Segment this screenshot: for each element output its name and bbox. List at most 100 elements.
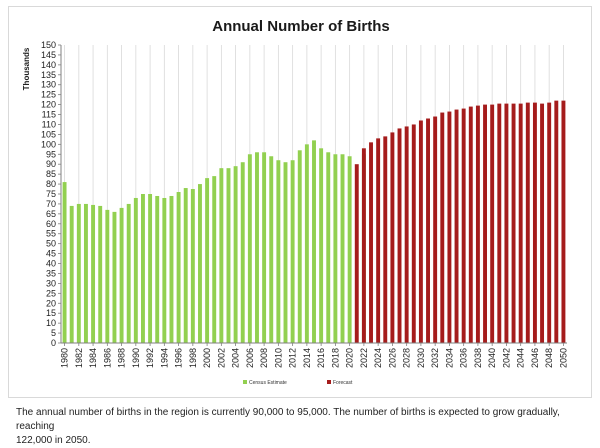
x-tick-label-2004: 2004 — [231, 348, 241, 368]
y-tick-label-120: 120 — [41, 100, 56, 110]
bar-census-estimate-2018 — [333, 154, 338, 343]
bar-census-estimate-1992 — [148, 194, 153, 343]
bar-census-estimate-1988 — [119, 207, 124, 343]
x-tick-label-2034: 2034 — [444, 348, 454, 368]
y-tick-label-0: 0 — [51, 338, 56, 348]
y-tick-label-60: 60 — [46, 219, 56, 229]
legend-label-census-estimate: Census Estimate — [249, 380, 287, 386]
bar-census-estimate-1983 — [83, 203, 88, 343]
bar-forecast-2030 — [418, 120, 423, 343]
bar-census-estimate-2007 — [255, 152, 259, 343]
y-tick-label-125: 125 — [41, 90, 56, 100]
y-tick-label-150: 150 — [41, 40, 56, 50]
bar-forecast-2026 — [390, 132, 395, 343]
bar-forecast-2043 — [511, 103, 516, 344]
y-tick-label-10: 10 — [46, 318, 56, 328]
bar-forecast-2037 — [468, 106, 473, 343]
bar-census-estimate-2002 — [219, 168, 224, 343]
x-tick-label-2002: 2002 — [216, 348, 226, 368]
bar-forecast-2042 — [504, 103, 509, 344]
x-tick-label-1998: 1998 — [188, 348, 198, 368]
bar-census-estimate-1994 — [162, 197, 167, 343]
legend-label-forecast: Forecast — [333, 380, 353, 386]
x-tick-label-2012: 2012 — [288, 348, 298, 368]
x-tick-label-2024: 2024 — [373, 348, 383, 368]
x-tick-label-1986: 1986 — [102, 348, 112, 368]
bar-census-estimate-1986 — [105, 209, 110, 343]
bar-census-estimate-1995 — [169, 195, 174, 343]
y-tick-label-70: 70 — [46, 199, 56, 209]
x-tick-label-2022: 2022 — [359, 348, 369, 368]
bar-forecast-2046 — [532, 102, 537, 343]
x-tick-label-1996: 1996 — [174, 348, 184, 368]
chart-caption: The annual number of births in the regio… — [16, 406, 586, 448]
y-tick-label-95: 95 — [46, 149, 56, 159]
y-tick-label-110: 110 — [42, 119, 56, 129]
y-axis-label: Thousands — [22, 47, 31, 90]
x-tick-label-1980: 1980 — [60, 348, 70, 368]
bar-forecast-2039 — [483, 104, 488, 343]
y-tick-label-50: 50 — [46, 239, 56, 249]
bar-census-estimate-1985 — [98, 205, 103, 343]
x-tick-label-2038: 2038 — [473, 348, 483, 368]
bar-census-estimate-2014 — [304, 144, 309, 343]
y-tick-label-45: 45 — [46, 249, 56, 259]
x-tick-label-2050: 2050 — [558, 348, 568, 368]
y-tick-label-135: 135 — [41, 70, 56, 80]
x-tick-label-2046: 2046 — [530, 348, 540, 368]
bar-census-estimate-1991 — [140, 194, 145, 343]
legend-swatch-forecast — [327, 380, 331, 384]
bar-census-estimate-2015 — [312, 140, 316, 343]
y-tick-label-115: 115 — [42, 110, 56, 120]
bar-forecast-2029 — [411, 124, 416, 343]
bar-forecast-2036 — [461, 108, 466, 343]
bar-census-estimate-2012 — [290, 160, 295, 343]
y-tick-label-100: 100 — [41, 139, 56, 149]
caption-line-2: 122,000 in 2050. — [16, 435, 91, 446]
bar-census-estimate-2017 — [326, 152, 331, 343]
x-tick-label-2030: 2030 — [416, 348, 426, 368]
x-tick-label-2048: 2048 — [544, 348, 554, 368]
bar-census-estimate-1984 — [91, 204, 96, 343]
x-tick-label-2008: 2008 — [259, 348, 269, 368]
y-tick-label-5: 5 — [51, 328, 56, 338]
bar-census-estimate-2008 — [262, 152, 267, 343]
x-tick-label-1982: 1982 — [74, 348, 84, 368]
bar-census-estimate-1999 — [198, 184, 202, 343]
bar-census-estimate-1980 — [62, 182, 67, 343]
bar-census-estimate-2010 — [276, 160, 281, 343]
x-tick-label-2042: 2042 — [501, 348, 511, 368]
legend-swatch-census-estimate — [243, 380, 247, 384]
x-tick-label-1992: 1992 — [145, 348, 155, 368]
bar-census-estimate-2011 — [283, 162, 288, 343]
bar-forecast-2022 — [361, 148, 366, 343]
x-tick-label-2014: 2014 — [302, 348, 312, 368]
bar-forecast-2021 — [354, 164, 359, 343]
bar-census-estimate-2013 — [297, 150, 302, 343]
y-tick-label-40: 40 — [46, 259, 56, 269]
bar-census-estimate-1998 — [190, 189, 195, 343]
x-tick-label-2000: 2000 — [202, 348, 212, 368]
chart-frame: Annual Number of Births Thousands 0 5 10 15… — [8, 6, 592, 398]
y-tick-label-20: 20 — [46, 298, 56, 308]
bar-forecast-2028 — [404, 126, 409, 343]
y-tick-label-30: 30 — [46, 278, 56, 288]
bar-forecast-2032 — [433, 116, 438, 344]
bar-census-estimate-2004 — [233, 166, 238, 343]
bar-census-estimate-1987 — [112, 211, 117, 343]
y-tick-labels: 0510152025303540455055606570758085909510… — [41, 40, 61, 348]
chart-title: Annual Number of Births — [212, 18, 390, 35]
bar-census-estimate-2009 — [269, 156, 274, 343]
bar-forecast-2031 — [426, 118, 430, 343]
bar-census-estimate-1997 — [183, 188, 188, 343]
y-tick-label-140: 140 — [41, 60, 56, 70]
y-tick-label-35: 35 — [46, 268, 56, 278]
x-tick-label-2016: 2016 — [316, 348, 326, 368]
x-tick-label-2032: 2032 — [430, 348, 440, 368]
bar-census-estimate-2019 — [340, 154, 345, 343]
bar-census-estimate-1981 — [69, 205, 74, 343]
y-tick-label-145: 145 — [41, 50, 56, 60]
bar-census-estimate-1996 — [176, 192, 181, 343]
x-tick-label-1988: 1988 — [117, 348, 127, 368]
x-tick-labels: 1980 1982 1984 1986 1988 1990 1992 1994 1996 1998… — [60, 343, 568, 368]
